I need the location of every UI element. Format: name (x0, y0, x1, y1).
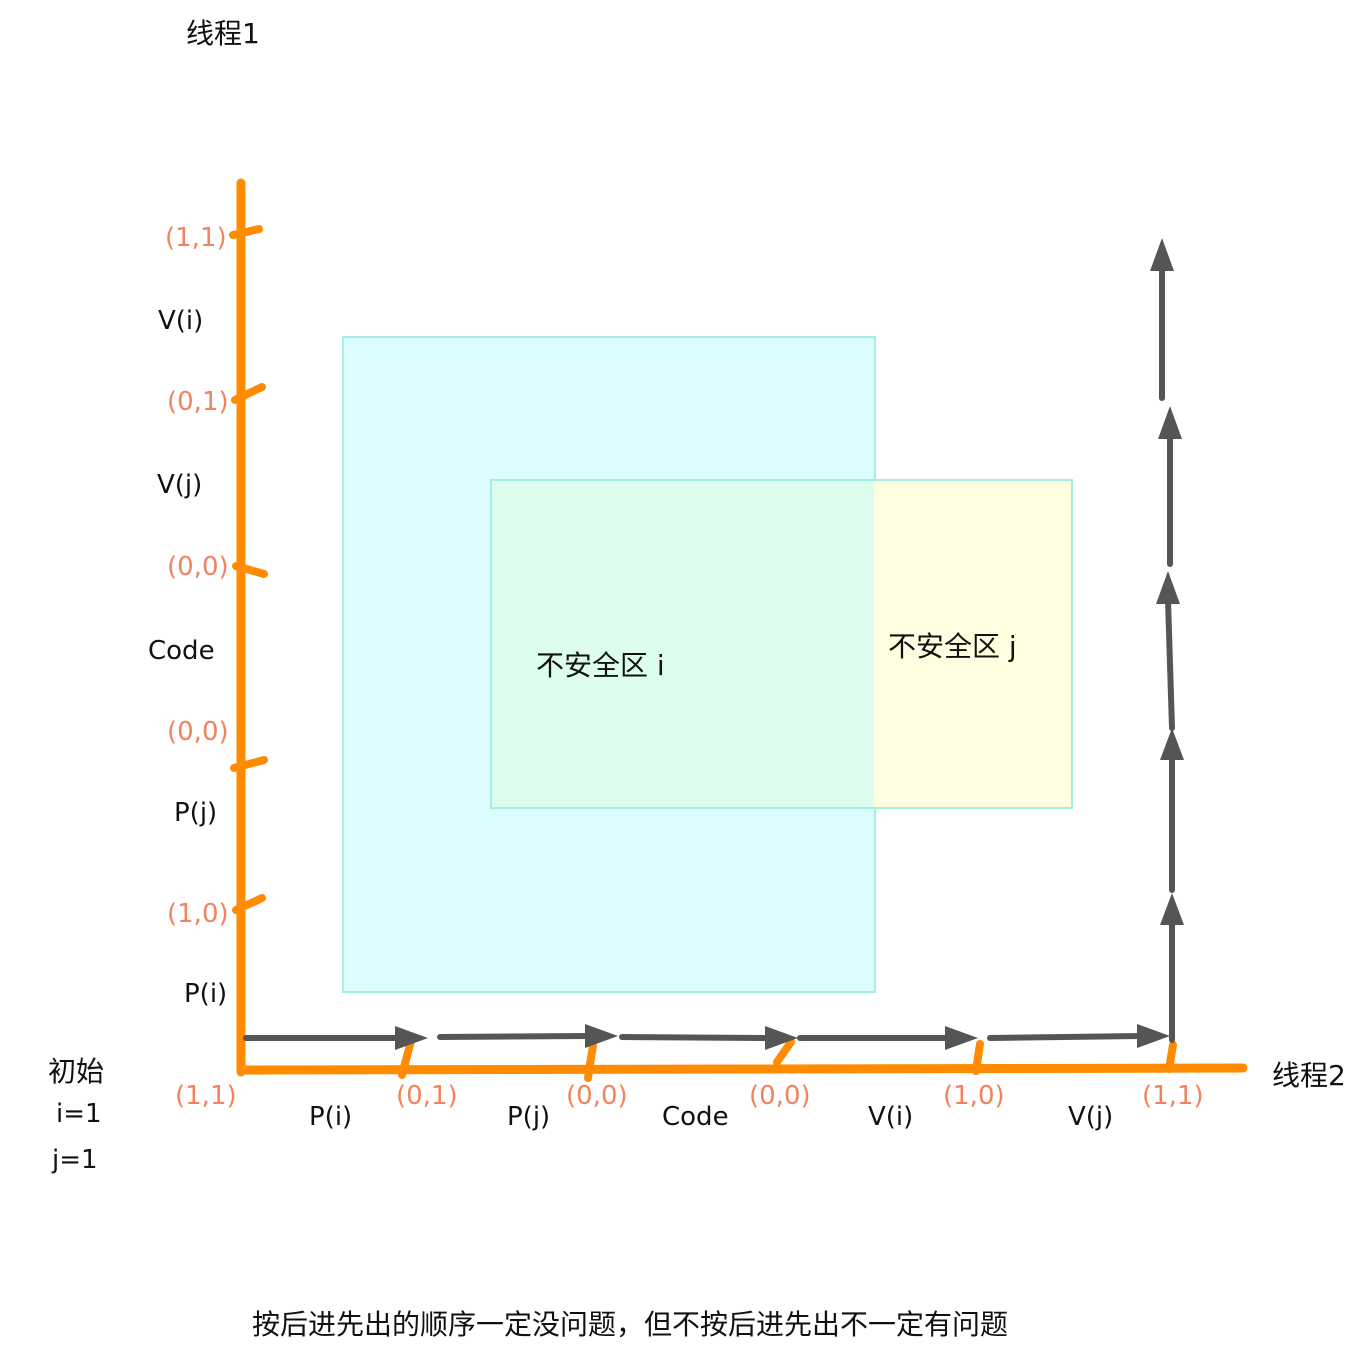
thread2-ticks (398, 1037, 1177, 1082)
thread1-step: V(j) (157, 470, 203, 500)
initial-title: 初始 (48, 1055, 105, 1088)
arrow (1165, 597, 1175, 731)
tick (232, 562, 268, 578)
tick (1165, 1041, 1177, 1073)
tick (398, 1037, 415, 1079)
state-label: (1,1) (165, 223, 227, 253)
thread2-step: P(j) (507, 1102, 551, 1132)
state-label: (1,0) (943, 1081, 1005, 1111)
arrowhead (1160, 893, 1184, 925)
state-label: (0,1) (167, 387, 229, 417)
thread2-axis-title: 线程2 (1272, 1059, 1346, 1092)
state-label: (0,0) (749, 1081, 811, 1111)
state-label: (0,0) (167, 552, 229, 582)
tick (230, 756, 268, 772)
state-label: (0,1) (396, 1081, 458, 1111)
thread2-step: P(i) (309, 1102, 353, 1132)
thread2-step: Code (662, 1102, 729, 1132)
initial-j: j=1 (52, 1145, 98, 1175)
tick (972, 1040, 984, 1075)
unsafe-zone-overlap (492, 481, 874, 807)
arrowhead (1150, 238, 1174, 271)
state-label: (0,0) (167, 717, 229, 747)
thread1-step: Code (148, 636, 215, 666)
state-label: (0,0) (566, 1081, 628, 1111)
tick (229, 225, 263, 239)
arrowhead (395, 1026, 428, 1050)
thread2-step: V(i) (868, 1102, 914, 1132)
horizontal-arrows (243, 1024, 1170, 1050)
thread1-step: P(i) (184, 979, 228, 1009)
state-label: (1,1) (1142, 1081, 1204, 1111)
arrowhead (1137, 1024, 1170, 1048)
initial-i: i=1 (56, 1099, 102, 1129)
unsafe-zone-j-label: 不安全区 j (888, 630, 1017, 663)
state-label: (1,1) (175, 1081, 237, 1111)
diagram-caption: 按后进先出的顺序一定没问题，但不按后进先出不一定有问题 (252, 1308, 1009, 1341)
arrowhead (945, 1026, 978, 1050)
arrow (619, 1034, 773, 1041)
unsafe-zone-i-label: 不安全区 i (536, 649, 665, 682)
tick (773, 1038, 795, 1066)
arrow (987, 1033, 1145, 1041)
arrowhead (765, 1026, 798, 1050)
thread2-axis (236, 1063, 1248, 1075)
thread1-ticks (229, 225, 268, 914)
arrowhead (1158, 406, 1182, 439)
tick (231, 383, 266, 404)
thread2-step: V(j) (1068, 1102, 1114, 1132)
arrowhead (1156, 571, 1180, 604)
vertical-arrows (1150, 238, 1184, 1043)
arrow (437, 1033, 593, 1040)
arrowhead (1160, 728, 1184, 760)
state-label: (1,0) (167, 899, 229, 929)
thread1-step: P(j) (174, 798, 218, 828)
arrowhead (585, 1024, 618, 1048)
thread1-step: V(i) (158, 306, 204, 336)
tick (232, 894, 266, 914)
thread1-axis-title: 线程1 (186, 17, 260, 50)
tick (584, 1041, 597, 1082)
